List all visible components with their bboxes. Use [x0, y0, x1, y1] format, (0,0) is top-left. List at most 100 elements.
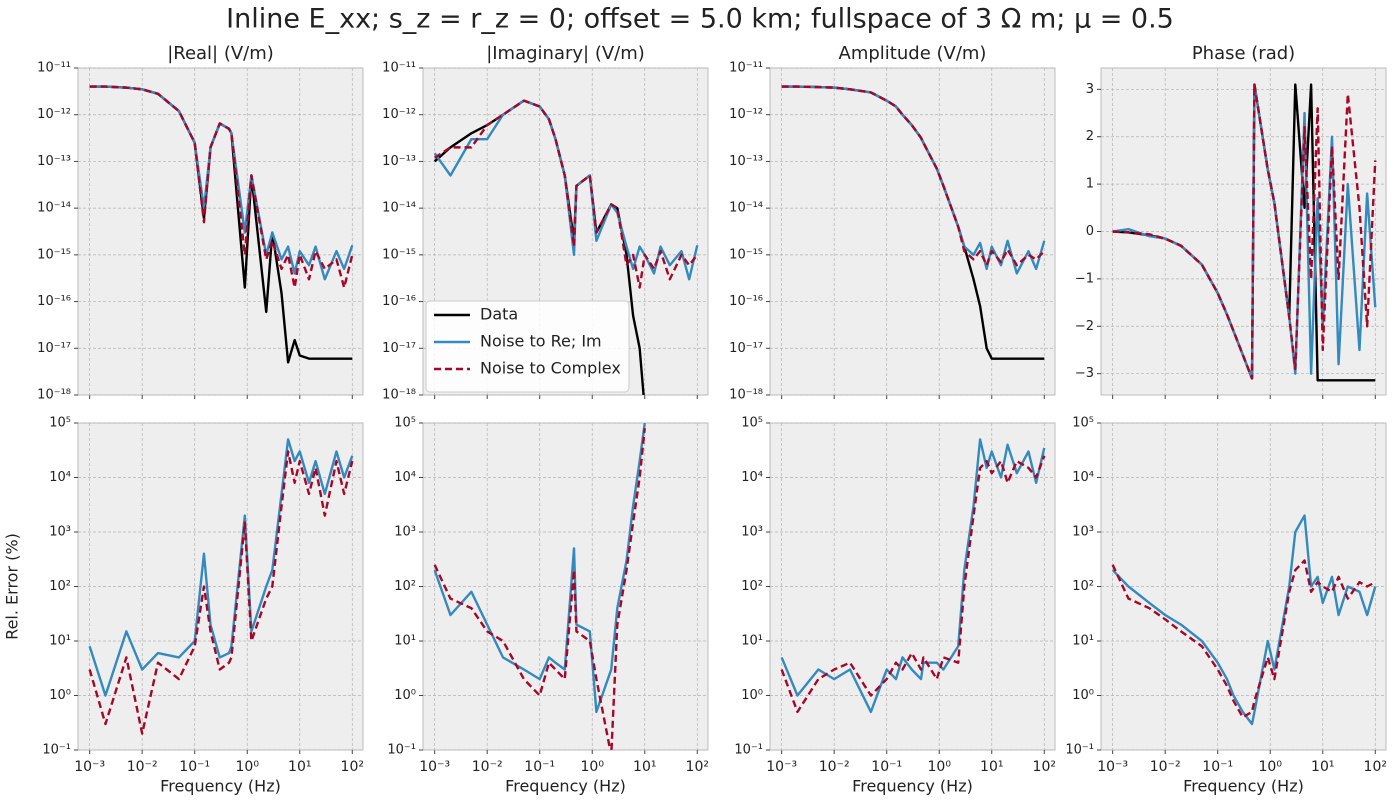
x-axis-label: Frequency (Hz)	[160, 777, 281, 796]
y-tick-label: 10²	[394, 579, 416, 594]
y-tick-label: 3	[1086, 82, 1094, 97]
series-group	[433, 99, 699, 395]
y-tick-label: 10²	[1072, 579, 1094, 594]
series-line	[1112, 83, 1377, 380]
x-tick-label: 10²	[341, 759, 364, 775]
y-tick-label: 10⁰	[1072, 688, 1094, 703]
y-tick-label: 10¹	[741, 634, 763, 649]
y-tick-label: 10⁴	[49, 470, 71, 485]
y-tick-label: 10⁵	[394, 416, 416, 431]
x-tick-label: 10⁰	[928, 759, 952, 775]
y-tick-label: 10⁻¹²	[382, 107, 416, 122]
y-tick-label: 10⁻¹⁶	[382, 294, 416, 309]
x-axis-label: Frequency (Hz)	[505, 777, 626, 796]
x-tick-label: 10²	[686, 759, 709, 775]
x-tick-label: 10⁰	[236, 759, 260, 775]
y-tick-label: 10⁻¹⁴	[382, 201, 416, 216]
series-group	[780, 438, 1046, 714]
y-tick-label: 10³	[1072, 525, 1094, 540]
y-tick-label: 10⁻¹⁶	[37, 294, 71, 309]
y-tick-label: 10⁻¹³	[37, 154, 71, 169]
y-tick-label: −1	[1075, 271, 1094, 286]
x-tick-label: 10⁻³	[419, 759, 450, 775]
series-line	[433, 99, 699, 289]
y-tick-label: 10⁻¹⁷	[382, 341, 416, 356]
subplot-title: |Imaginary| (V/m)	[486, 43, 645, 64]
legend-label: Noise to Complex	[480, 359, 621, 378]
series-group	[88, 438, 354, 735]
y-tick-label: 10⁰	[741, 688, 763, 703]
y-tick-label: 10⁻¹	[387, 743, 416, 758]
x-tick-label: 10¹	[633, 759, 656, 775]
x-tick-label: 10²	[1033, 759, 1056, 775]
y-tick-label: 10⁻¹⁷	[37, 341, 71, 356]
x-tick-label: 10⁻²	[127, 759, 158, 775]
y-tick-label: 10¹	[49, 634, 71, 649]
y-tick-label: 10⁻¹³	[382, 154, 416, 169]
series-line	[781, 85, 1046, 267]
y-tick-label: 2	[1086, 129, 1094, 144]
series-line	[89, 85, 354, 289]
plot-area	[769, 67, 1056, 396]
x-tick-label: 10⁻¹	[871, 759, 902, 775]
x-tick-label: 10⁻³	[74, 759, 105, 775]
series-line	[433, 428, 646, 750]
y-tick-label: 10⁵	[1072, 416, 1094, 431]
series-line	[88, 438, 354, 697]
series-group	[781, 85, 1046, 360]
series-line	[433, 423, 646, 714]
y-tick-label: 10⁻¹	[734, 743, 763, 758]
legend-box	[425, 300, 630, 393]
y-tick-label: 10⁰	[49, 688, 71, 703]
y-tick-label: 10³	[741, 525, 763, 540]
x-tick-label: 10¹	[288, 759, 311, 775]
y-tick-label: 10⁻¹⁵	[382, 247, 416, 262]
y-tick-label: 10⁻¹¹	[729, 61, 763, 76]
y-tick-label: 10²	[741, 579, 763, 594]
y-tick-label: 10⁻¹⁴	[37, 201, 71, 216]
x-axis-label: Frequency (Hz)	[1183, 777, 1304, 796]
y-tick-label: −2	[1075, 319, 1094, 334]
y-tick-label: −3	[1075, 366, 1094, 381]
y-tick-label: 10⁻¹⁷	[729, 341, 763, 356]
x-axis-label: Frequency (Hz)	[852, 777, 973, 796]
y-tick-label: 10⁻¹⁵	[729, 247, 763, 262]
x-tick-label: 10⁰	[581, 759, 605, 775]
x-tick-label: 10⁻¹	[1202, 759, 1233, 775]
subplot-title: Phase (rad)	[1192, 43, 1295, 64]
y-tick-label: 10³	[49, 525, 71, 540]
x-tick-label: 10⁰	[1259, 759, 1283, 775]
y-tick-label: 10⁻¹⁶	[729, 294, 763, 309]
figure-title: Inline E_xx; s_z = r_z = 0; offset = 5.0…	[226, 4, 1174, 35]
y-tick-label: 10⁻¹¹	[37, 61, 71, 76]
y-tick-label: 10⁵	[49, 416, 71, 431]
y-tick-label: 10⁻¹⁴	[729, 201, 763, 216]
series-line	[1111, 559, 1376, 719]
y-tick-label: 0	[1086, 224, 1094, 239]
y-tick-label: 10¹	[1072, 634, 1094, 649]
subplot-title: Amplitude (V/m)	[839, 43, 987, 64]
y-tick-label: 10¹	[394, 634, 416, 649]
y-tick-label: 10⁻¹⁸	[729, 388, 763, 403]
y-tick-label: 10⁻¹	[1065, 743, 1094, 758]
x-tick-label: 10⁻¹	[524, 759, 555, 775]
series-group	[1112, 83, 1377, 382]
x-tick-label: 10⁻²	[1150, 759, 1181, 775]
x-tick-label: 10¹	[980, 759, 1003, 775]
y-tick-label: 10⁴	[741, 470, 763, 485]
series-group	[1111, 514, 1377, 726]
legend-label: Noise to Re; Im	[480, 332, 602, 351]
subplot-title: |Real| (V/m)	[167, 43, 274, 64]
y-tick-label: 10⁻¹⁵	[37, 247, 71, 262]
series-group	[433, 423, 646, 750]
series-line	[88, 450, 354, 735]
y-tick-label: 10⁻¹³	[729, 154, 763, 169]
y-tick-label: 10⁻¹¹	[382, 61, 416, 76]
y-axis-label: Rel. Error (%)	[3, 533, 22, 640]
x-tick-label: 10⁻³	[1097, 759, 1128, 775]
y-tick-label: 10⁻¹⁸	[382, 388, 416, 403]
y-tick-label: 10⁻¹	[42, 743, 71, 758]
y-tick-label: 10⁵	[741, 416, 763, 431]
series-line	[1111, 514, 1377, 726]
y-tick-label: 10⁰	[394, 688, 416, 703]
